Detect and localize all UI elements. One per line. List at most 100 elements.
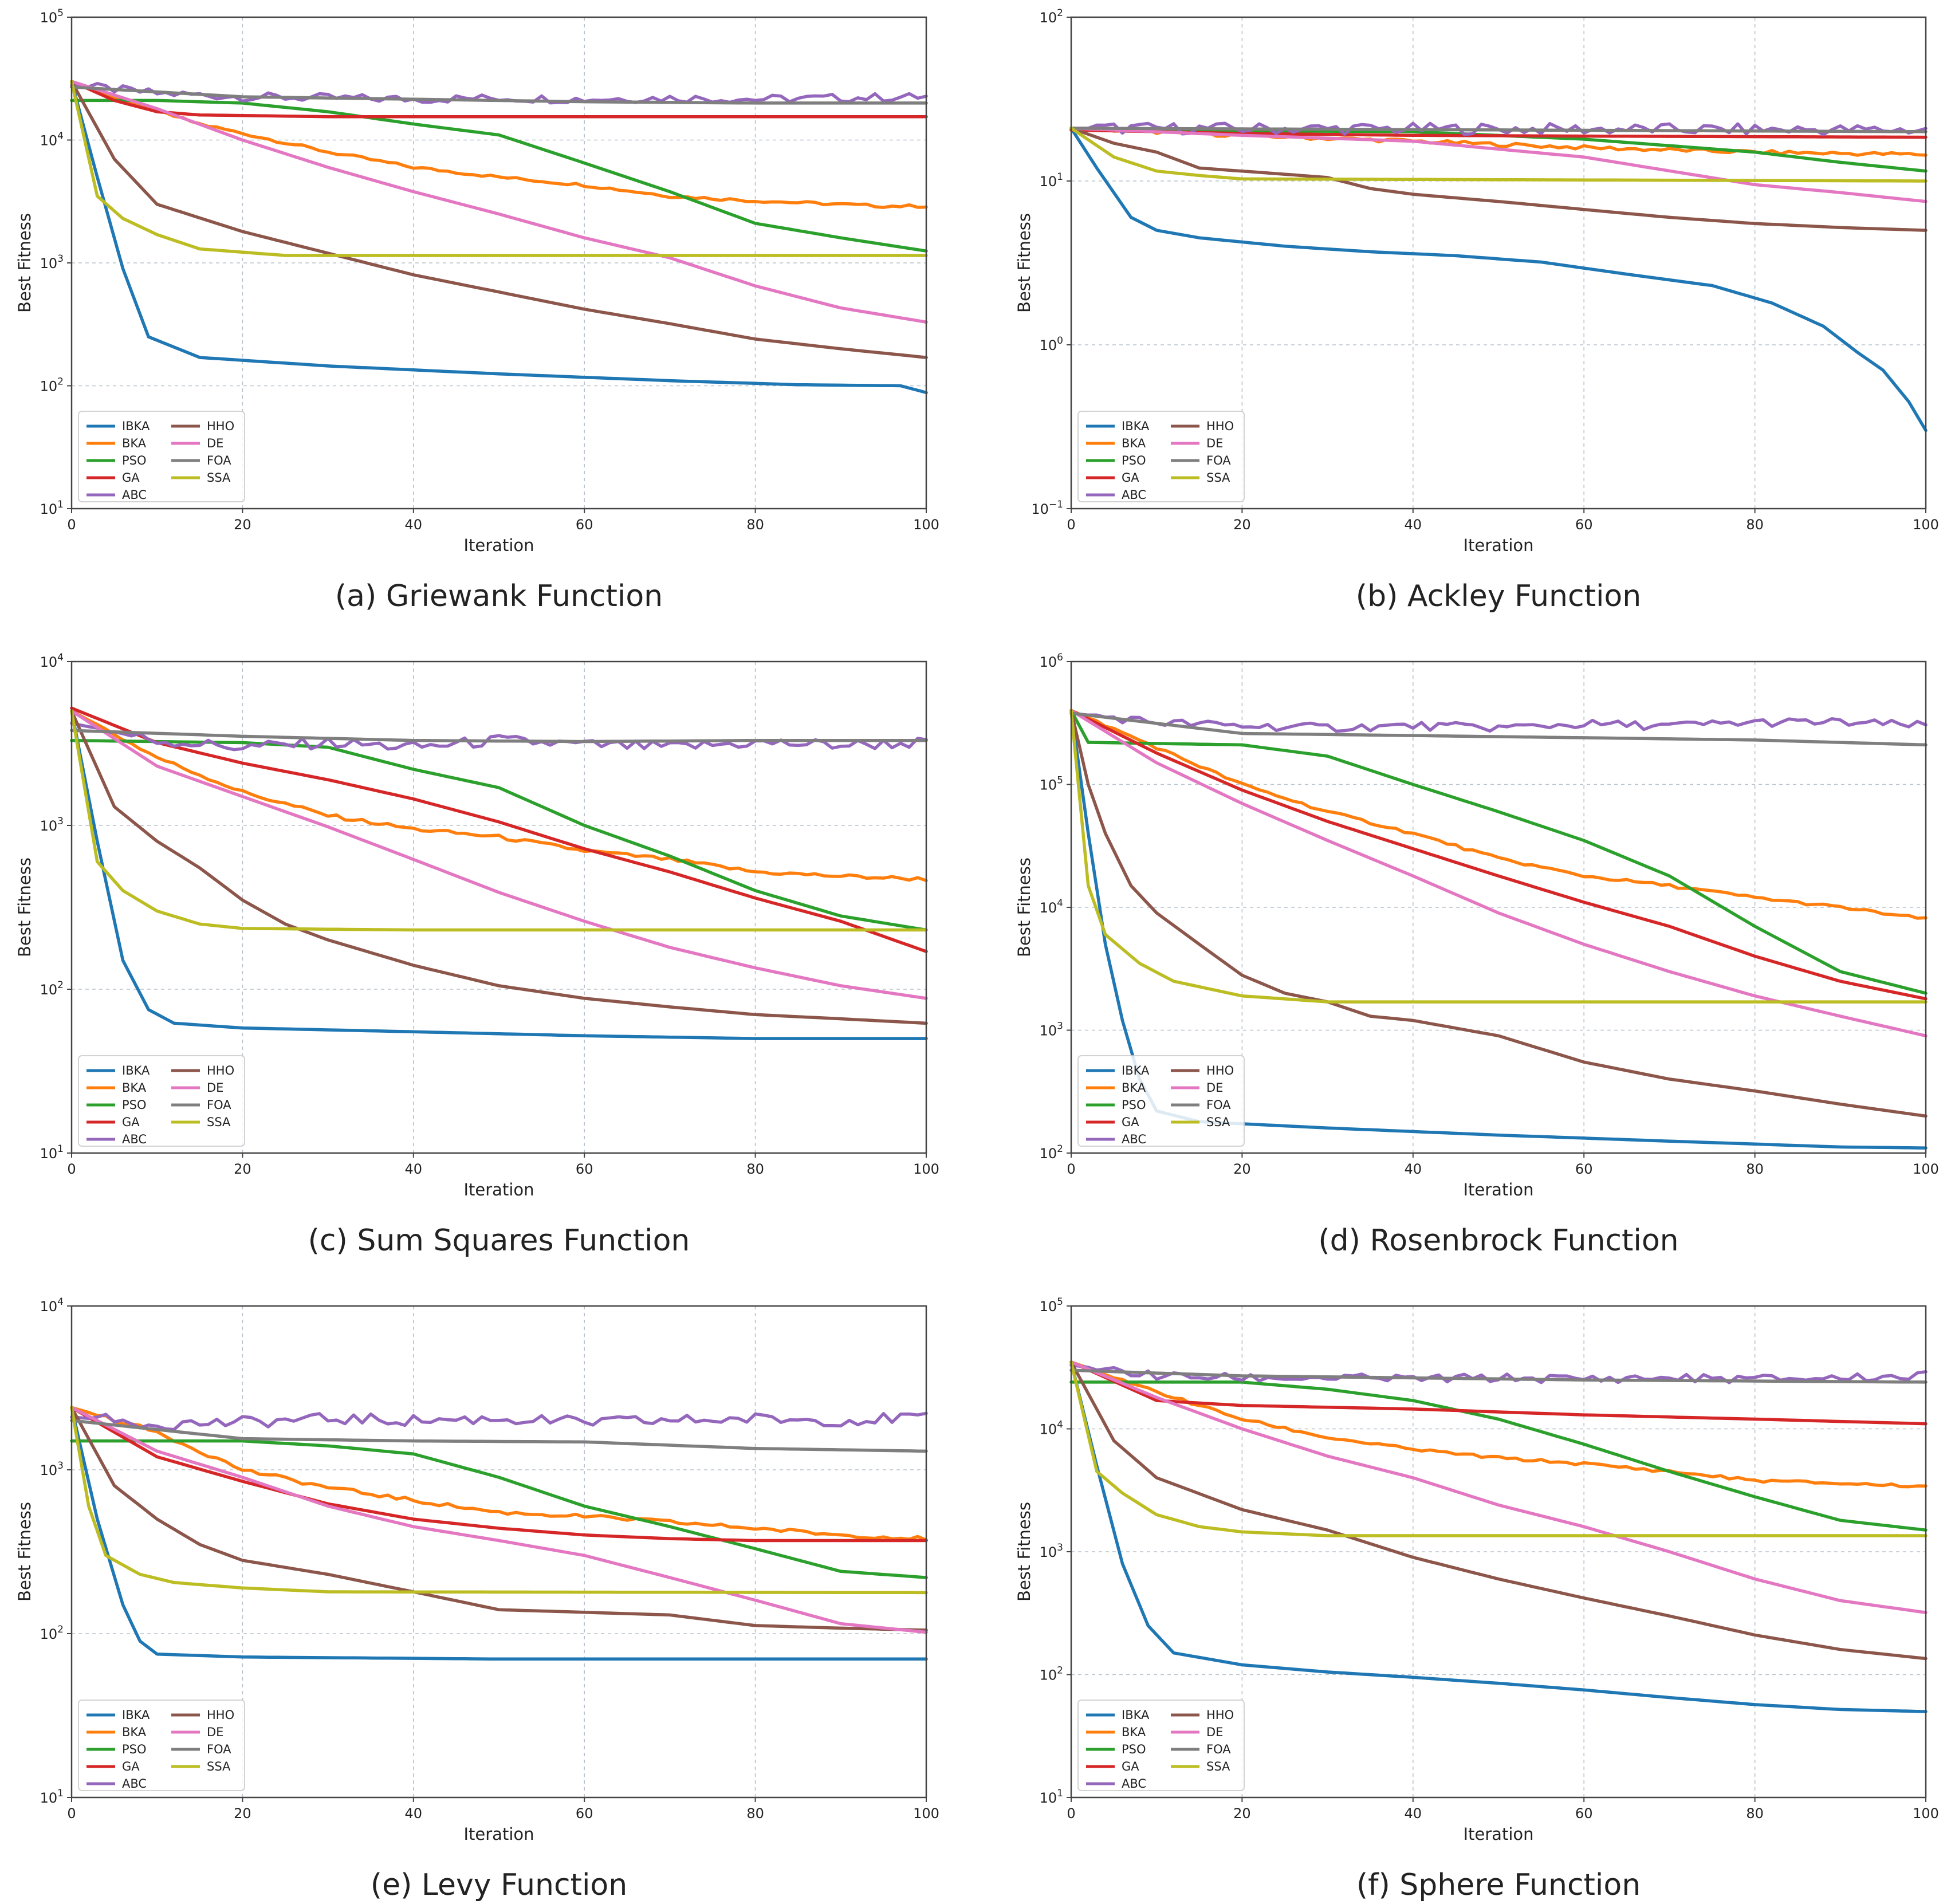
series-line-ssa [70, 80, 928, 257]
x-tick-label: 0 [1067, 1161, 1075, 1177]
x-axis-label: Iteration [1463, 1824, 1533, 1844]
x-tick-label: 40 [405, 1805, 423, 1822]
y-tick-label: 102 [1040, 1143, 1063, 1162]
y-axis-label: Best Fitness [1014, 1502, 1034, 1602]
y-tick-label: 104 [1040, 1419, 1063, 1438]
y-tick-label: 103 [40, 1460, 64, 1478]
x-tick-label: 80 [746, 1161, 764, 1177]
legend: IBKA BKA PSO GA ABC HHO DE FOA SSA [1077, 1055, 1245, 1147]
series-line-ibka [70, 709, 928, 1040]
series-line-pso [70, 99, 928, 253]
series-line-foa [1069, 711, 1928, 747]
x-tick-label: 20 [234, 517, 251, 533]
series-line-hho [70, 1406, 928, 1632]
legend-label-de: DE [207, 436, 223, 450]
x-tick-label: 60 [1575, 517, 1593, 533]
legend-label-bka: BKA [1122, 436, 1146, 450]
legend-label-hho: HHO [207, 419, 234, 433]
series-line-de [1069, 127, 1928, 203]
chart-panel-2: 0 20 40 60 80 100 10−1 100 101 102 Iteration Best F… [1014, 7, 1939, 613]
series-line-foa [70, 85, 928, 105]
legend-label-pso: PSO [1122, 1098, 1146, 1112]
legend: IBKA BKA PSO GA ABC HHO DE FOA SSA [78, 1055, 245, 1147]
series-line-abc [70, 1411, 928, 1431]
legend-label-abc: ABC [122, 488, 147, 502]
series-line-de [70, 709, 928, 1000]
legend-label-ibka: IBKA [1122, 1064, 1150, 1077]
y-tick-label: 104 [40, 131, 64, 149]
series-line-hho [1069, 1360, 1928, 1661]
x-tick-label: 20 [1233, 1161, 1251, 1177]
chart-panel-1: 0 20 40 60 80 100 101 102 103 104 105 Iteration Best… [15, 7, 939, 613]
legend-label-bka: BKA [1122, 1725, 1146, 1739]
x-tick-label: 40 [1405, 1805, 1422, 1822]
legend-label-ssa: SSA [207, 1115, 231, 1129]
legend-label-hho: HHO [1206, 1708, 1234, 1722]
series-line-foa [1069, 1368, 1928, 1384]
y-axis-label: Best Fitness [15, 1502, 34, 1602]
x-axis-label: Iteration [463, 1824, 534, 1844]
y-tick-label: 105 [1040, 1296, 1063, 1315]
x-axis-label: Iteration [1463, 1180, 1533, 1199]
legend-box [78, 1055, 245, 1147]
x-tick-label: 20 [234, 1805, 251, 1822]
y-tick-label: 102 [40, 979, 64, 998]
y-tick-label: 105 [40, 7, 64, 26]
legend-label-pso: PSO [122, 1098, 147, 1112]
y-tick-label: 103 [40, 253, 64, 272]
x-tick-label: 0 [1067, 517, 1075, 533]
x-tick-label: 0 [67, 517, 76, 533]
x-tick-label: 40 [405, 1161, 423, 1177]
series-line-hho [1069, 127, 1928, 232]
legend-label-foa: FOA [207, 1098, 231, 1112]
y-tick-label: 101 [40, 1143, 64, 1162]
x-tick-label: 20 [1233, 517, 1251, 533]
legend-label-ssa: SSA [1206, 471, 1230, 485]
legend-label-ssa: SSA [207, 471, 231, 485]
legend-label-ibka: IBKA [122, 1064, 150, 1077]
y-tick-label: 101 [1040, 171, 1063, 190]
series-line-ibka [70, 1406, 928, 1661]
x-tick-label: 40 [1405, 517, 1422, 533]
x-axis-label: Iteration [1463, 536, 1533, 555]
legend-box [1077, 411, 1245, 502]
legend-label-ibka: IBKA [122, 1708, 150, 1722]
legend-label-foa: FOA [207, 454, 231, 467]
legend-label-de: DE [1206, 1081, 1223, 1095]
y-tick-label: 102 [40, 1624, 64, 1642]
y-tick-label: 102 [1040, 1665, 1063, 1683]
y-axis-label: Best Fitness [15, 857, 34, 957]
legend-label-abc: ABC [1122, 1132, 1146, 1146]
legend-label-ssa: SSA [1206, 1115, 1230, 1129]
legend-label-foa: FOA [1206, 1742, 1231, 1756]
x-tick-label: 20 [234, 1161, 251, 1177]
series-line-ibka [1069, 1360, 1928, 1713]
y-tick-label: 103 [40, 816, 64, 834]
y-tick-label: 101 [40, 499, 64, 517]
x-tick-label: 80 [1746, 1805, 1764, 1822]
y-tick-label: 104 [1040, 898, 1063, 916]
series-line-hho [70, 80, 928, 359]
legend-label-pso: PSO [122, 454, 147, 467]
x-tick-label: 100 [1913, 1805, 1939, 1822]
series-line-bka [70, 1406, 928, 1542]
legend-label-bka: BKA [122, 1081, 147, 1095]
legend-label-bka: BKA [122, 1725, 147, 1739]
series-line-bka [70, 709, 928, 883]
series-line-abc [1069, 711, 1928, 733]
series-line-de [70, 80, 928, 324]
series-line-ibka [1069, 127, 1928, 432]
y-tick-label: 103 [1040, 1021, 1063, 1039]
x-tick-label: 100 [1913, 1161, 1939, 1177]
y-tick-label: 103 [1040, 1542, 1063, 1560]
legend-label-pso: PSO [122, 1742, 147, 1756]
legend-label-abc: ABC [122, 1777, 147, 1791]
panel-caption: (e) Levy Function [371, 1868, 627, 1902]
y-tick-label: 10−1 [1031, 499, 1063, 517]
series-line-pso [1069, 1380, 1928, 1532]
y-tick-label: 104 [40, 1296, 64, 1315]
y-tick-label: 102 [40, 376, 64, 395]
x-tick-label: 40 [405, 517, 423, 533]
legend: IBKA BKA PSO GA ABC HHO DE FOA SSA [1077, 411, 1245, 502]
